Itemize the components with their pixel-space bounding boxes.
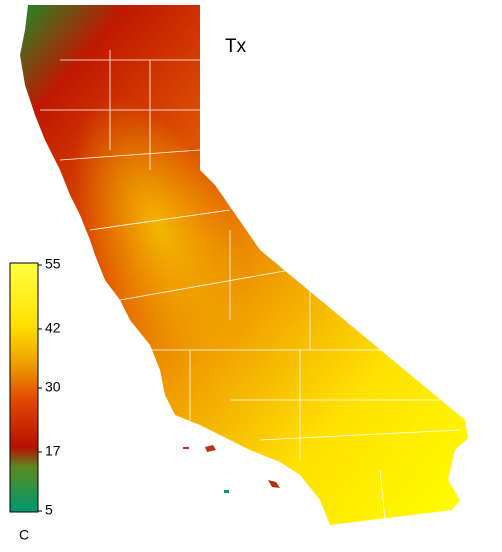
island (183, 447, 189, 449)
colorbar-tick-label: 55 (45, 256, 61, 272)
central-valley (73, 99, 247, 361)
colorbar-tick-label: 5 (45, 502, 53, 518)
island (268, 480, 280, 488)
colorbar-unit: C (19, 527, 29, 543)
island (205, 445, 216, 452)
colorbar-tick-label: 42 (45, 320, 61, 336)
colorbar (9, 262, 39, 513)
map-title: Tx (225, 36, 247, 57)
california (20, 5, 468, 525)
colorbar-tick-label: 17 (45, 443, 61, 459)
island (224, 490, 229, 493)
county-lines (40, 50, 461, 521)
colorbar-tick-label: 30 (45, 379, 61, 395)
